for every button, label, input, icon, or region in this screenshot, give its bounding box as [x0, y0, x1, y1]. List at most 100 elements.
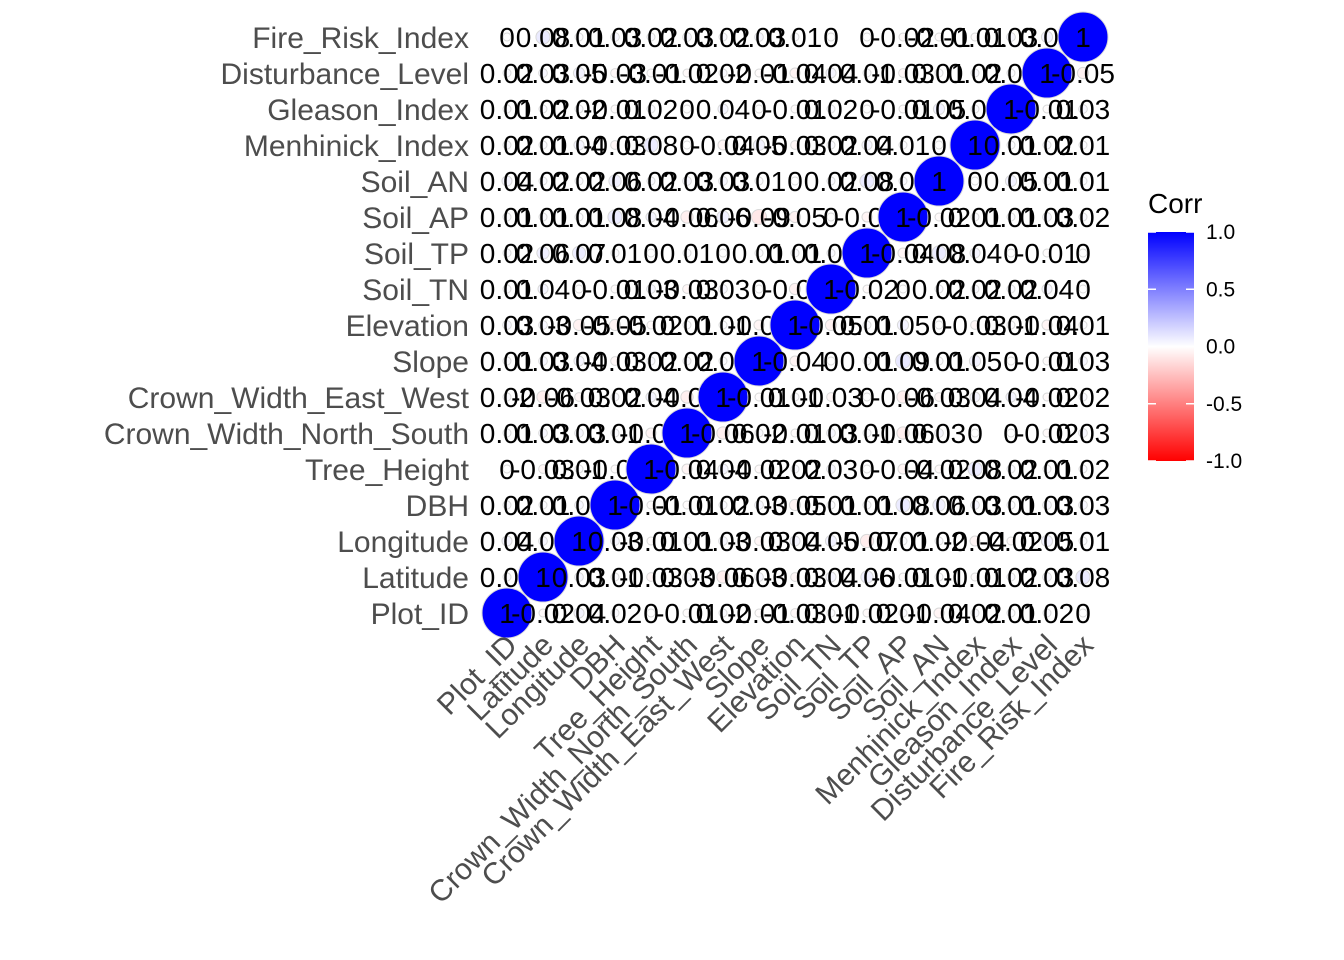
corr-value-label: 0.01 — [840, 346, 895, 377]
corr-circle — [970, 68, 980, 78]
legend-tick-label: 1.0 — [1206, 221, 1235, 244]
corr-value-label: 0.02 — [696, 598, 751, 629]
corr-circle — [1004, 174, 1018, 188]
corr-circle — [969, 535, 981, 547]
corr-circle — [1042, 356, 1052, 366]
corr-circle — [502, 140, 512, 150]
corr-value-label: 0.01 — [480, 274, 535, 305]
corr-value-label: -0.05 — [583, 310, 647, 341]
corr-value-label: 0.04 — [804, 58, 859, 89]
corr-value-label: 0.01 — [732, 238, 787, 269]
corr-value-label: 0.01 — [876, 598, 931, 629]
corr-circle — [788, 498, 802, 512]
y-tick-label: Fire_Risk_Index — [252, 22, 469, 55]
corr-value-label: 0 — [751, 94, 767, 125]
corr-circle — [934, 428, 944, 438]
corr-value-label: 0.02 — [480, 58, 535, 89]
corr-value-label: 0.01 — [588, 418, 643, 449]
corr-value-label: 0.03 — [1020, 202, 1075, 233]
corr-value-label: 0 — [1003, 418, 1019, 449]
corr-circle — [1078, 320, 1088, 330]
corr-value-label: 0 — [1075, 598, 1091, 629]
y-tick-label: Soil_AP — [362, 202, 469, 235]
corr-value-label: 0.02 — [588, 382, 643, 413]
corr-value-label: -0.01 — [619, 58, 683, 89]
corr-circle — [1042, 428, 1052, 438]
corr-value-label: 0.06 — [840, 562, 895, 593]
corr-value-label: 0.04 — [840, 130, 895, 161]
corr-value-label: 1 — [787, 310, 803, 341]
corr-circle — [608, 174, 622, 188]
corr-circle — [718, 284, 728, 294]
corr-circle — [826, 608, 836, 618]
corr-circle — [607, 209, 623, 225]
corr-value-label: 0.02 — [516, 166, 571, 197]
corr-circle — [682, 104, 692, 114]
corr-circle — [716, 210, 730, 224]
corr-value-label: 0.02 — [660, 346, 715, 377]
corr-value-label: 0.01 — [552, 454, 607, 485]
corr-value-label: 1 — [571, 526, 587, 557]
corr-circle — [826, 392, 836, 402]
corr-circle — [502, 500, 512, 510]
corr-value-label: -0.02 — [619, 310, 683, 341]
corr-circle — [1006, 248, 1016, 258]
corr-value-label: 0.02 — [948, 58, 1003, 89]
corr-value-label: -0.01 — [871, 94, 935, 125]
corr-value-label: -0.03 — [727, 526, 791, 557]
corr-circle — [682, 176, 692, 186]
corr-circle — [538, 176, 548, 186]
corr-value-label: -0.04 — [763, 58, 827, 89]
corr-value-label: 0 — [679, 94, 695, 125]
corr-circle — [862, 284, 872, 294]
corr-value-label: 0.01 — [768, 382, 823, 413]
corr-circle — [610, 104, 620, 114]
y-tick-label: Latitude — [362, 562, 469, 595]
corr-circle — [1042, 176, 1052, 186]
corr-value-label: 0.03 — [696, 526, 751, 557]
corr-circle — [934, 68, 944, 78]
corr-circle — [790, 176, 800, 186]
corr-value-label: -0.04 — [1015, 310, 1079, 341]
corr-value-label: 0.02 — [1020, 598, 1075, 629]
corr-value-label: 0.03 — [1020, 562, 1075, 593]
corr-circle — [1042, 392, 1052, 402]
y-tick-label: Crown_Width_North_South — [104, 418, 469, 451]
corr-value-label: 0.03 — [588, 526, 643, 557]
corr-value-label: 0.02 — [480, 130, 535, 161]
corr-value-label: 0.03 — [660, 562, 715, 593]
corr-circle — [896, 426, 910, 440]
corr-value-label: 0.01 — [660, 310, 715, 341]
corr-value-label: 0.05 — [912, 94, 967, 125]
corr-circle — [860, 570, 874, 584]
corr-value-label: -0.02 — [655, 58, 719, 89]
corr-value-label: 0.01 — [552, 22, 607, 53]
corr-value-label: 0.02 — [624, 94, 679, 125]
corr-value-label: 0.04 — [480, 166, 535, 197]
corr-circle — [574, 392, 584, 402]
corr-circle — [861, 139, 873, 151]
corr-circle — [862, 104, 872, 114]
corr-value-label: 0.02 — [1056, 382, 1111, 413]
corr-value-label: 0.03 — [552, 562, 607, 593]
corr-circle — [574, 212, 584, 222]
corr-circle — [574, 428, 584, 438]
corr-circle — [502, 392, 512, 402]
corr-circle — [574, 176, 584, 186]
corr-circle — [1006, 608, 1016, 618]
corr-value-label: 0.08 — [588, 202, 643, 233]
corr-circle — [985, 83, 1037, 135]
corr-circle — [826, 356, 836, 366]
corr-value-label: -0.02 — [871, 22, 935, 53]
corr-value-label: 0.03 — [1056, 490, 1111, 521]
corr-circle — [1078, 356, 1088, 366]
corr-circle — [1042, 248, 1052, 258]
corr-circle — [862, 68, 872, 78]
corr-circle — [824, 534, 838, 548]
corr-circle — [1078, 464, 1088, 474]
corr-value-label: -0.06 — [691, 418, 755, 449]
corr-value-label: -0.01 — [583, 274, 647, 305]
corr-circle — [501, 535, 513, 547]
corr-circle — [826, 500, 836, 510]
